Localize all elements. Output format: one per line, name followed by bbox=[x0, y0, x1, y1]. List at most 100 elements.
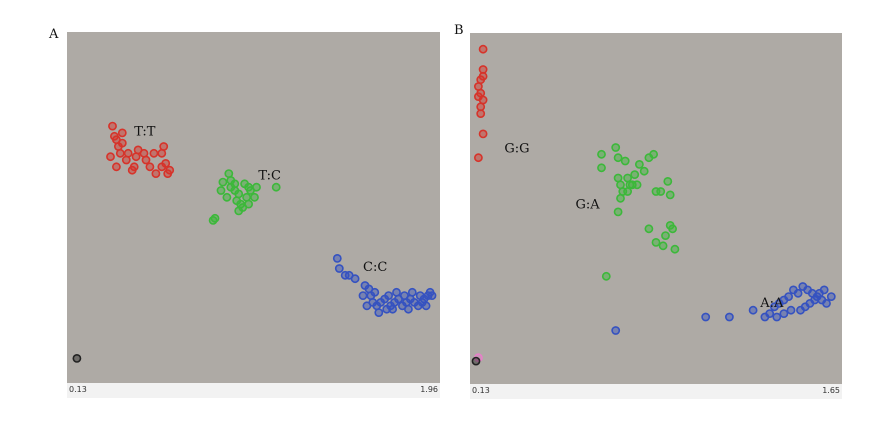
point-blue-3 bbox=[748, 305, 758, 315]
point-red-17 bbox=[161, 158, 171, 168]
panel-b-plot-area: G:G G:A A:A bbox=[470, 33, 842, 384]
point-blue-26 bbox=[362, 301, 372, 311]
panel-b-x-tick-max: 1.65 bbox=[822, 386, 840, 395]
cluster-label-t-c: T:C bbox=[258, 169, 281, 184]
point-blue-28 bbox=[370, 287, 380, 297]
point-green-13 bbox=[639, 166, 649, 176]
point-green-21 bbox=[224, 169, 234, 178]
point-blue-31 bbox=[399, 291, 409, 300]
point-red-24 bbox=[149, 148, 159, 158]
point-red-25 bbox=[123, 148, 133, 158]
point-red-5 bbox=[117, 138, 127, 148]
point-green-6 bbox=[620, 156, 630, 166]
point-green-4 bbox=[222, 192, 232, 202]
point-green-10 bbox=[630, 170, 640, 179]
panel-a-plot-area: T:T T:C C:C bbox=[67, 32, 440, 383]
point-green-19 bbox=[665, 190, 675, 200]
cluster-label-g-g: G:G bbox=[504, 142, 529, 157]
point-blue-33 bbox=[415, 291, 425, 300]
point-blue-1 bbox=[334, 264, 344, 273]
cluster-label-t-t: T:T bbox=[134, 124, 156, 139]
point-green-15 bbox=[252, 182, 261, 192]
cluster-label-c-c: C:C bbox=[363, 260, 387, 275]
point-red-19 bbox=[165, 165, 175, 175]
point-green-2 bbox=[218, 177, 228, 187]
point-red-21 bbox=[159, 142, 169, 151]
point-green-22 bbox=[230, 179, 240, 189]
point-green-17 bbox=[271, 182, 281, 192]
panel-b-letter: B bbox=[454, 23, 464, 38]
point-green-27 bbox=[616, 193, 625, 203]
point-green-31 bbox=[644, 224, 654, 234]
panel-a-letter: A bbox=[49, 27, 59, 42]
point-red-22 bbox=[129, 162, 139, 172]
point-blue-27 bbox=[358, 291, 368, 300]
panel-a-x-tick-max: 1.96 bbox=[420, 385, 438, 394]
point-green-2 bbox=[611, 143, 621, 152]
point-blue-36 bbox=[403, 304, 413, 314]
point-green-26 bbox=[616, 180, 625, 190]
point-blue-11 bbox=[793, 288, 803, 298]
point-green-20 bbox=[250, 192, 259, 202]
point-green-11 bbox=[632, 180, 642, 190]
point-green-1 bbox=[597, 163, 606, 173]
point-green-0 bbox=[597, 149, 606, 159]
point-blue-22 bbox=[779, 309, 789, 318]
point-blue-24 bbox=[810, 295, 820, 305]
cluster-label-g-a: G:A bbox=[576, 198, 601, 213]
panel-b-x-tick-min: 0.13 bbox=[472, 386, 490, 395]
point-green-18 bbox=[663, 176, 673, 186]
point-green-12 bbox=[634, 159, 644, 169]
point-blue-0 bbox=[332, 253, 342, 263]
point-blue-0 bbox=[611, 326, 621, 335]
point-green-13 bbox=[244, 199, 253, 209]
point-blue-25 bbox=[427, 291, 437, 300]
scatter-plot-b: G:G G:A A:A bbox=[471, 44, 836, 366]
point-blue-34 bbox=[374, 308, 384, 317]
point-green-8 bbox=[234, 189, 244, 199]
point-black-0 bbox=[72, 353, 82, 363]
point-green-3 bbox=[613, 153, 623, 163]
point-blue-35 bbox=[388, 304, 397, 314]
point-green-28 bbox=[623, 187, 632, 196]
point-blue-30 bbox=[392, 287, 401, 297]
point-red-0 bbox=[108, 121, 117, 131]
point-blue-1 bbox=[701, 312, 711, 322]
point-blue-21 bbox=[786, 305, 796, 315]
point-blue-5 bbox=[765, 309, 775, 318]
point-red-10 bbox=[478, 129, 488, 139]
point-red-6 bbox=[106, 152, 115, 162]
point-blue-26 bbox=[819, 285, 829, 295]
point-blue-37 bbox=[421, 301, 431, 311]
point-green-30 bbox=[601, 271, 611, 281]
point-black-0 bbox=[471, 356, 481, 366]
point-green-24 bbox=[668, 224, 677, 234]
point-red-9 bbox=[476, 109, 486, 118]
point-green-15 bbox=[649, 149, 658, 159]
point-red-15 bbox=[151, 169, 161, 178]
point-red-3 bbox=[478, 71, 488, 81]
point-blue-4 bbox=[350, 274, 360, 284]
point-blue-9 bbox=[784, 292, 793, 301]
point-blue-27 bbox=[826, 292, 836, 301]
point-blue-23 bbox=[772, 312, 782, 322]
point-green-1 bbox=[210, 213, 220, 223]
point-green-25 bbox=[670, 244, 680, 254]
point-blue-29 bbox=[384, 291, 393, 300]
point-red-14 bbox=[139, 148, 149, 158]
cluster-label-a-a: A:A bbox=[759, 296, 784, 311]
panel-a-x-axis: 0.13 1.96 bbox=[67, 383, 440, 398]
point-green-21 bbox=[658, 241, 668, 251]
point-red-23 bbox=[117, 128, 127, 138]
point-blue-17 bbox=[822, 298, 831, 308]
point-red-7 bbox=[112, 162, 121, 172]
point-red-11 bbox=[473, 153, 483, 163]
panel-b-x-axis: 0.13 1.65 bbox=[470, 384, 842, 399]
scatter-plot-a: T:T T:C C:C bbox=[72, 121, 437, 363]
point-red-0 bbox=[478, 44, 488, 54]
panel-a-x-tick-min: 0.13 bbox=[69, 385, 87, 394]
point-blue-32 bbox=[407, 287, 417, 297]
point-red-13 bbox=[145, 162, 155, 172]
point-green-23 bbox=[661, 231, 670, 240]
point-green-3 bbox=[216, 186, 226, 195]
